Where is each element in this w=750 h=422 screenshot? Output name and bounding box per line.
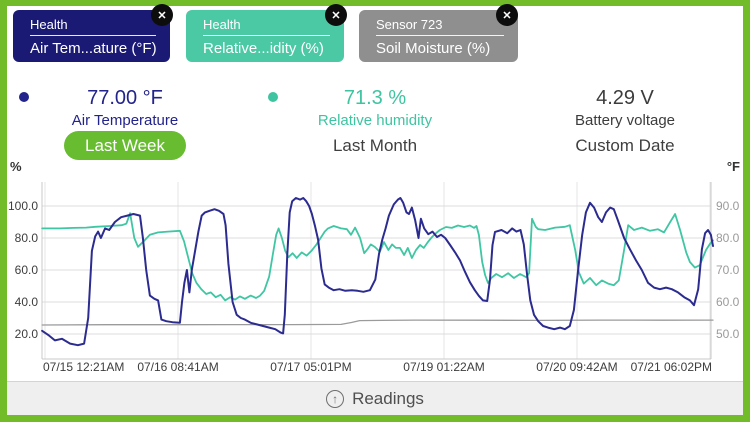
chip-divider: [376, 35, 504, 36]
x-axis-tick-label: 07/21 06:02PM: [631, 360, 712, 374]
series-air-temperature: [41, 197, 714, 347]
chip-metric-label: Air Tem...ature (°F): [30, 40, 157, 57]
chip-source-label: Health: [30, 17, 68, 32]
left-axis-tick-label: 20.0: [15, 327, 39, 341]
temperature-series-dot: [19, 92, 29, 102]
series-soil-moisture: [41, 319, 714, 326]
left-axis-unit: %: [10, 159, 22, 174]
chip-divider: [203, 35, 330, 36]
left-axis-tick-label: 40.0: [15, 295, 39, 309]
x-axis-tick-label: 07/19 01:22AM: [403, 360, 484, 374]
x-axis-tick-label: 07/15 12:21AM: [43, 360, 124, 374]
last-week-button[interactable]: Last Week: [63, 131, 186, 160]
right-axis-unit: °F: [727, 159, 740, 174]
left-axis-tick-label: 100.0: [8, 199, 38, 213]
right-axis-tick-label: 80.0: [716, 231, 740, 245]
right-axis-tick-label: 70.0: [716, 263, 740, 277]
x-axis-tick-label: 07/20 09:42AM: [536, 360, 617, 374]
content-background: [7, 6, 743, 415]
chip-divider: [30, 35, 156, 36]
series-relative-humidity: [41, 212, 714, 302]
sensor-chip-soil-moisture[interactable]: Sensor 723 Soil Moisture (%): [359, 10, 518, 62]
right-axis-tick-label: 60.0: [716, 295, 740, 309]
stat-battery-voltage: 4.29 V Battery voltage: [500, 86, 750, 130]
close-icon[interactable]: ✕: [325, 4, 347, 26]
right-axis-tick-label: 90.0: [716, 199, 740, 213]
x-axis-tick-label: 07/17 05:01PM: [270, 360, 351, 374]
chip-metric-label: Soil Moisture (%): [376, 40, 491, 57]
chip-source-label: Health: [203, 17, 241, 32]
chip-source-label: Sensor 723: [376, 17, 443, 32]
stat-value: 4.29 V: [596, 87, 654, 109]
custom-date-selector[interactable]: Custom Date: [575, 135, 675, 155]
readings-chart[interactable]: % °F 100.0 80.0 60.0 40.0 20.0 90.0 80.0 70.0 60.0…: [0, 155, 750, 380]
left-axis-tick-label: 80.0: [15, 231, 39, 245]
stat-air-temperature: 77.00 °F Air Temperature: [0, 86, 250, 130]
readings-label: Readings: [352, 388, 424, 408]
close-icon[interactable]: ✕: [151, 4, 173, 26]
last-month-selector[interactable]: Last Month: [332, 135, 418, 155]
up-arrow-icon: ↑: [326, 389, 345, 408]
chip-metric-label: Relative...idity (%): [203, 40, 324, 57]
sensor-chip-relative-humidity[interactable]: Health Relative...idity (%): [186, 10, 344, 62]
stat-label: Battery voltage: [574, 112, 676, 129]
stat-value: 71.3 %: [343, 87, 407, 109]
stat-label: Air Temperature: [71, 112, 179, 129]
sensor-chip-air-temperature[interactable]: Health Air Tem...ature (°F): [13, 10, 170, 62]
readings-drawer-toggle[interactable]: ↑ Readings: [7, 381, 743, 415]
chart-canvas: % °F 100.0 80.0 60.0 40.0 20.0 90.0 80.0 70.0 60.0…: [8, 159, 740, 374]
close-icon[interactable]: ✕: [496, 4, 518, 26]
x-axis-tick-label: 07/16 08:41AM: [137, 360, 218, 374]
left-axis-tick-label: 60.0: [15, 263, 39, 277]
stat-value: 77.00 °F: [87, 87, 163, 109]
stat-relative-humidity: 71.3 % Relative humidity: [250, 86, 500, 130]
stat-label: Relative humidity: [317, 112, 433, 129]
right-axis-tick-label: 50.0: [716, 327, 740, 341]
humidity-series-dot: [268, 92, 278, 102]
